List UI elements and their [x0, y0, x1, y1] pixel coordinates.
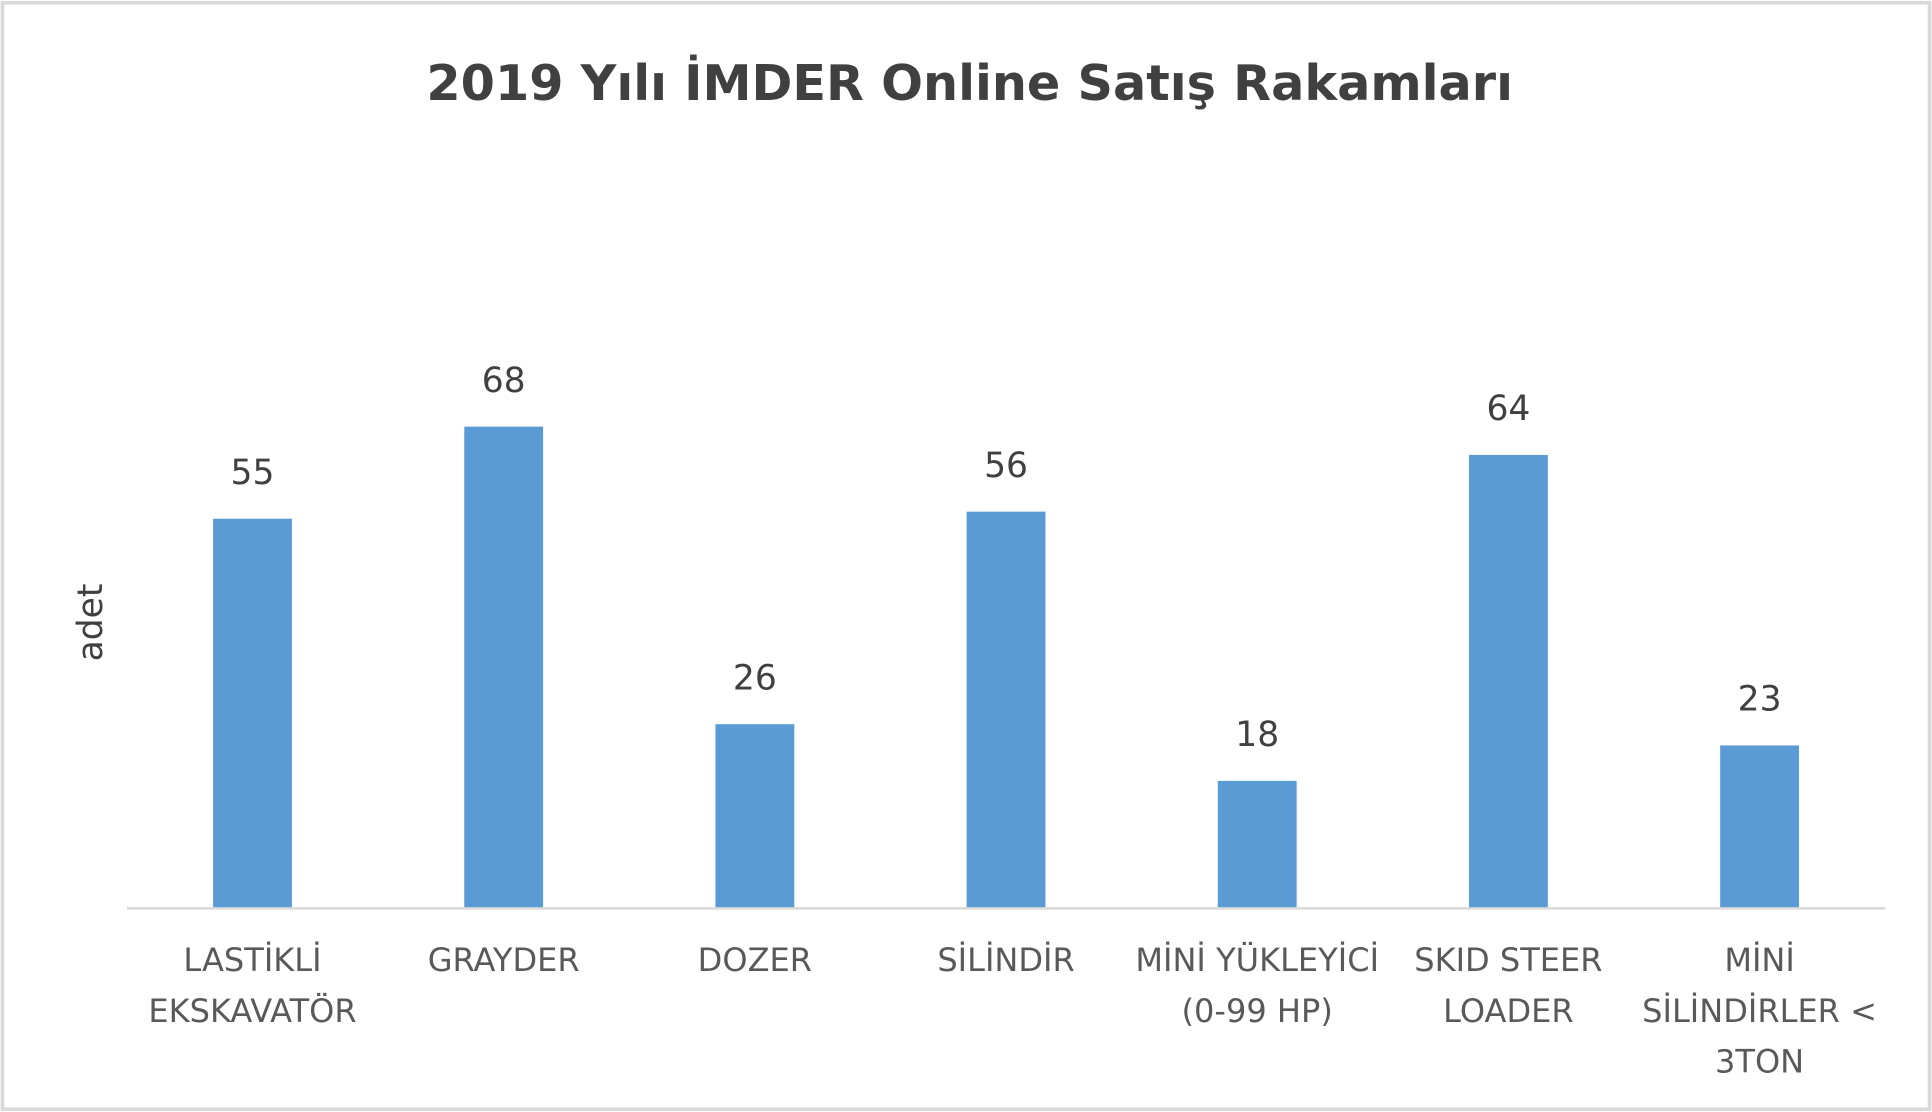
- bar: [1720, 745, 1800, 909]
- x-tick-label: MİNİ YÜKLEYİCİ (0-99 HP): [1135, 942, 1380, 1031]
- bar: [966, 511, 1046, 909]
- data-label: 18: [1235, 715, 1279, 755]
- x-tick-label-box: GRAYDER: [427, 942, 580, 980]
- data-label: 56: [984, 446, 1028, 486]
- bar: [213, 518, 292, 909]
- data-label: 68: [482, 361, 526, 401]
- bar: [1468, 454, 1548, 909]
- x-tick-label: SKID STEER LOADER: [1414, 942, 1603, 1031]
- x-tick-label: DOZER: [697, 942, 813, 980]
- x-tick-label: MİNİ SİLİNDİRLER < 3TON: [1642, 942, 1877, 1081]
- chart-title: 2019 Yılı İMDER Online Satış Rakamları: [426, 53, 1513, 112]
- x-tick-label-box: DOZER: [697, 942, 813, 980]
- x-tick-label: GRAYDER: [427, 942, 580, 980]
- y-axis-label: adet: [71, 584, 111, 662]
- bar: [464, 426, 544, 909]
- x-tick-label: SİLİNDİR: [937, 942, 1075, 980]
- data-label: 55: [231, 453, 275, 493]
- x-tick-label-box: MİNİ SİLİNDİRLER < 3TON: [1642, 942, 1877, 1081]
- x-tick-label-box: SİLİNDİR: [937, 942, 1075, 980]
- data-label: 23: [1738, 680, 1782, 720]
- data-label: 26: [733, 658, 777, 698]
- bar: [715, 724, 795, 909]
- bar: [1217, 780, 1297, 909]
- data-label: 64: [1486, 389, 1530, 429]
- x-tick-label-box: SKID STEER LOADER: [1414, 942, 1603, 1031]
- x-tick-label-box: LASTİKLİ EKSKAVATÖR: [148, 942, 357, 1031]
- x-tick-label-box: MİNİ YÜKLEYİCİ (0-99 HP): [1135, 942, 1380, 1031]
- x-tick-label: LASTİKLİ EKSKAVATÖR: [148, 942, 357, 1031]
